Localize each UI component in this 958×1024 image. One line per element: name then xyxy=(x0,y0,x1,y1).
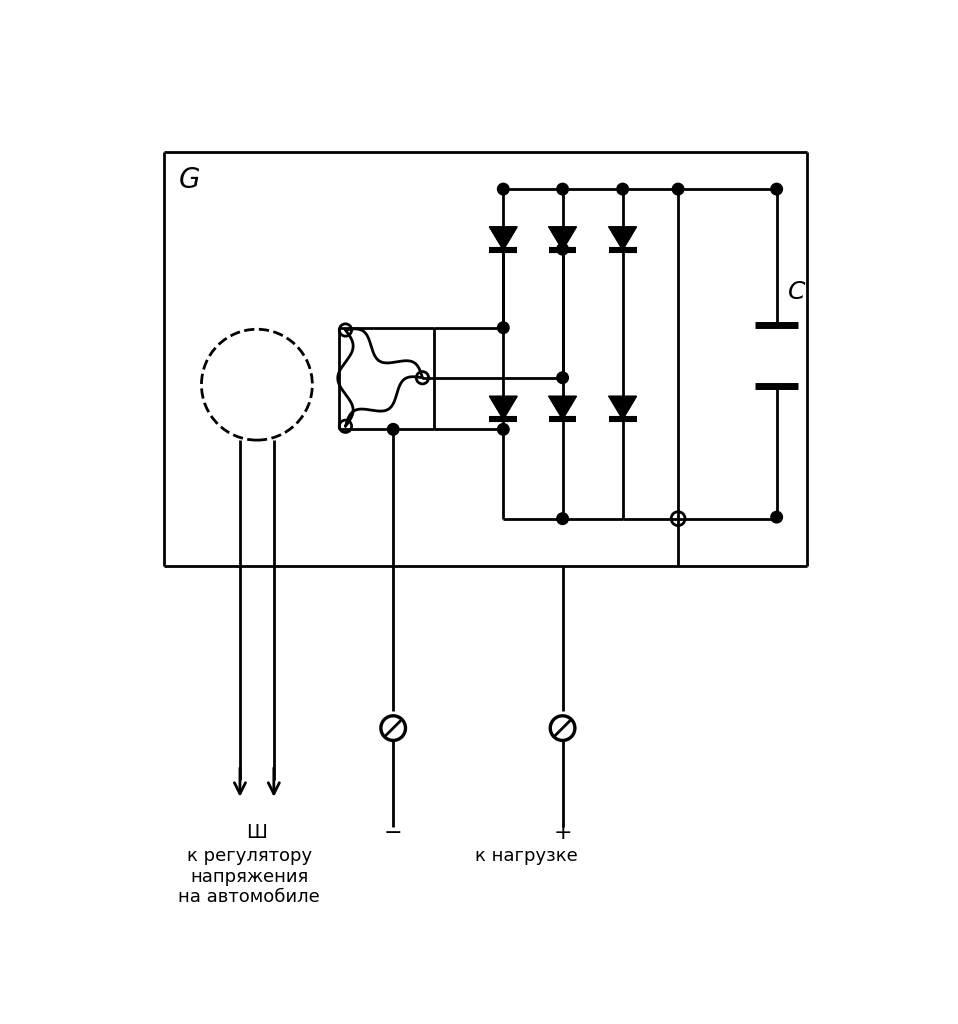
Polygon shape xyxy=(490,227,517,250)
Text: +: + xyxy=(554,823,572,843)
Text: напряжения: напряжения xyxy=(190,867,308,886)
Circle shape xyxy=(617,183,628,195)
Polygon shape xyxy=(608,396,636,420)
Polygon shape xyxy=(608,227,636,250)
Circle shape xyxy=(557,372,568,384)
Text: Ш: Ш xyxy=(246,823,267,843)
Text: G: G xyxy=(178,166,200,194)
Circle shape xyxy=(497,322,509,334)
Text: к нагрузке: к нагрузке xyxy=(475,847,578,865)
Text: к регулятору: к регулятору xyxy=(187,847,311,865)
Polygon shape xyxy=(549,396,577,420)
Circle shape xyxy=(771,511,783,523)
Circle shape xyxy=(497,424,509,435)
Polygon shape xyxy=(549,227,577,250)
Circle shape xyxy=(557,244,568,255)
Polygon shape xyxy=(490,396,517,420)
Circle shape xyxy=(673,183,684,195)
Text: на автомобиле: на автомобиле xyxy=(178,889,320,906)
Text: −: − xyxy=(384,823,402,843)
Circle shape xyxy=(387,424,399,435)
Circle shape xyxy=(771,183,783,195)
Circle shape xyxy=(557,183,568,195)
Circle shape xyxy=(497,183,509,195)
Text: C: C xyxy=(788,280,806,303)
Circle shape xyxy=(557,513,568,524)
